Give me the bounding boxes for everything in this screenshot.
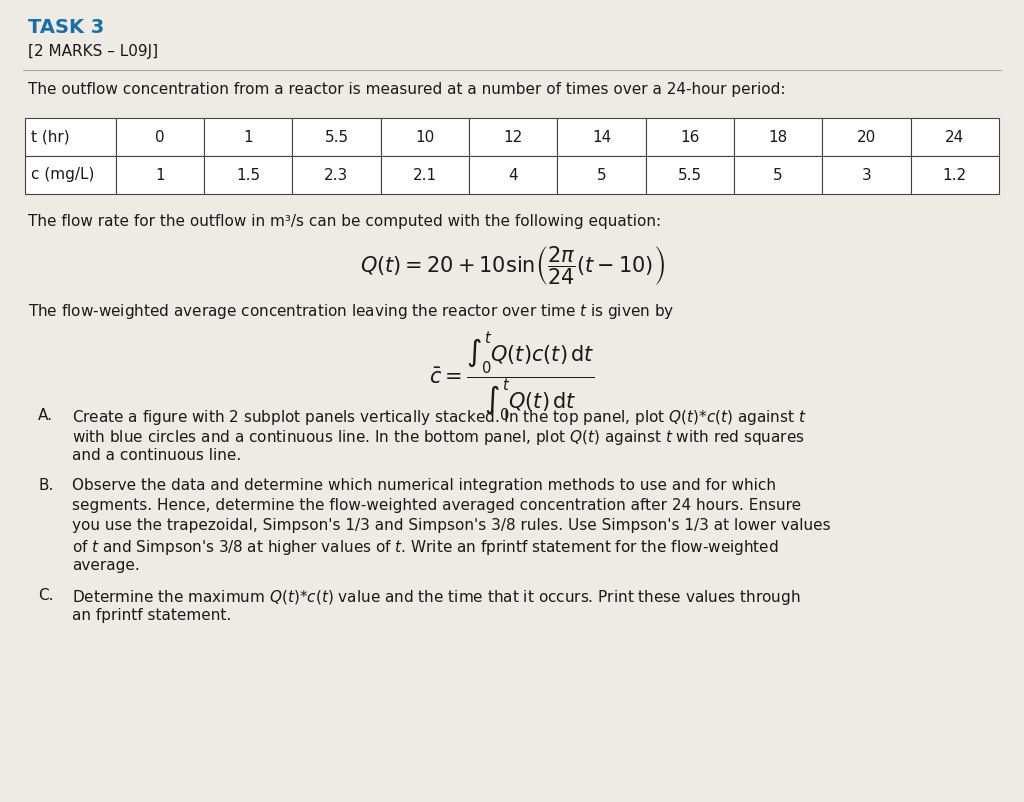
Text: with blue circles and a continuous line. In the bottom panel, plot $Q(t)$ agains: with blue circles and a continuous line.… [72, 428, 805, 447]
Bar [469, 156, 557, 194]
Text: 12: 12 [504, 129, 523, 144]
Text: 0: 0 [155, 129, 165, 144]
Text: Create a figure with 2 subplot panels vertically stacked. In the top panel, plot: Create a figure with 2 subplot panels ve… [72, 408, 807, 427]
Text: an fprintf statement.: an fprintf statement. [72, 608, 231, 623]
Text: 1: 1 [244, 129, 253, 144]
Text: average.: average. [72, 558, 139, 573]
Text: [2 MARKS – L09J]: [2 MARKS – L09J] [28, 44, 158, 59]
Bar [734, 118, 822, 156]
Text: of $t$ and Simpson's 3/8 at higher values of $t$. Write an fprintf statement for: of $t$ and Simpson's 3/8 at higher value… [72, 538, 778, 557]
Text: 1: 1 [155, 168, 165, 183]
Text: 20: 20 [857, 129, 877, 144]
Text: The flow-weighted average concentration leaving the reactor over time $t$ is giv: The flow-weighted average concentration … [28, 302, 675, 321]
Bar [822, 156, 910, 194]
Text: 5.5: 5.5 [678, 168, 701, 183]
Text: The flow rate for the outflow in m³/s can be computed with the following equatio: The flow rate for the outflow in m³/s ca… [28, 214, 662, 229]
Bar [646, 156, 734, 194]
Text: 5: 5 [773, 168, 783, 183]
Bar [381, 118, 469, 156]
Text: 24: 24 [945, 129, 965, 144]
Bar [25, 118, 116, 156]
Bar [910, 156, 999, 194]
Bar [116, 118, 204, 156]
Bar [822, 118, 910, 156]
Bar [469, 118, 557, 156]
Text: you use the trapezoidal, Simpson's 1/3 and Simpson's 3/8 rules. Use Simpson's 1/: you use the trapezoidal, Simpson's 1/3 a… [72, 518, 830, 533]
Text: B.: B. [38, 478, 53, 493]
Bar [646, 118, 734, 156]
Bar [557, 156, 646, 194]
Bar [25, 156, 116, 194]
Text: C.: C. [38, 588, 53, 603]
Text: Determine the maximum $Q(t)$*$c(t)$ value and the time that it occurs. Print the: Determine the maximum $Q(t)$*$c(t)$ valu… [72, 588, 801, 607]
Text: $\bar{c} = \dfrac{\int_0^t Q(t)c(t)\,\mathrm{d}t}{\int_0^t Q(t)\,\mathrm{d}t}$: $\bar{c} = \dfrac{\int_0^t Q(t)c(t)\,\ma… [429, 330, 595, 423]
Text: 3: 3 [861, 168, 871, 183]
Text: 5: 5 [597, 168, 606, 183]
Text: $Q(t) = 20 + 10\sin\!\left(\dfrac{2\pi}{24}(t - 10)\right)$: $Q(t) = 20 + 10\sin\!\left(\dfrac{2\pi}{… [359, 244, 665, 287]
Text: 1.2: 1.2 [943, 168, 967, 183]
Bar [910, 118, 999, 156]
Bar [734, 156, 822, 194]
Text: Observe the data and determine which numerical integration methods to use and fo: Observe the data and determine which num… [72, 478, 776, 493]
Bar [116, 156, 204, 194]
Text: t (hr): t (hr) [31, 129, 70, 144]
Text: 16: 16 [680, 129, 699, 144]
Bar [204, 156, 292, 194]
Bar [292, 156, 381, 194]
Text: 2.3: 2.3 [325, 168, 348, 183]
Text: segments. Hence, determine the flow-weighted averaged concentration after 24 hou: segments. Hence, determine the flow-weig… [72, 498, 801, 513]
Bar [292, 118, 381, 156]
Text: 5.5: 5.5 [325, 129, 348, 144]
Bar [204, 118, 292, 156]
Text: The outflow concentration from a reactor is measured at a number of times over a: The outflow concentration from a reactor… [28, 82, 785, 97]
Text: 2.1: 2.1 [413, 168, 437, 183]
Text: 14: 14 [592, 129, 611, 144]
Bar [381, 156, 469, 194]
Bar [557, 118, 646, 156]
Text: 18: 18 [769, 129, 787, 144]
Text: 10: 10 [415, 129, 434, 144]
Text: and a continuous line.: and a continuous line. [72, 448, 242, 463]
Text: 1.5: 1.5 [237, 168, 260, 183]
Text: 4: 4 [508, 168, 518, 183]
Text: TASK 3: TASK 3 [28, 18, 104, 37]
Text: A.: A. [38, 408, 53, 423]
Text: c (mg/L): c (mg/L) [31, 168, 94, 183]
